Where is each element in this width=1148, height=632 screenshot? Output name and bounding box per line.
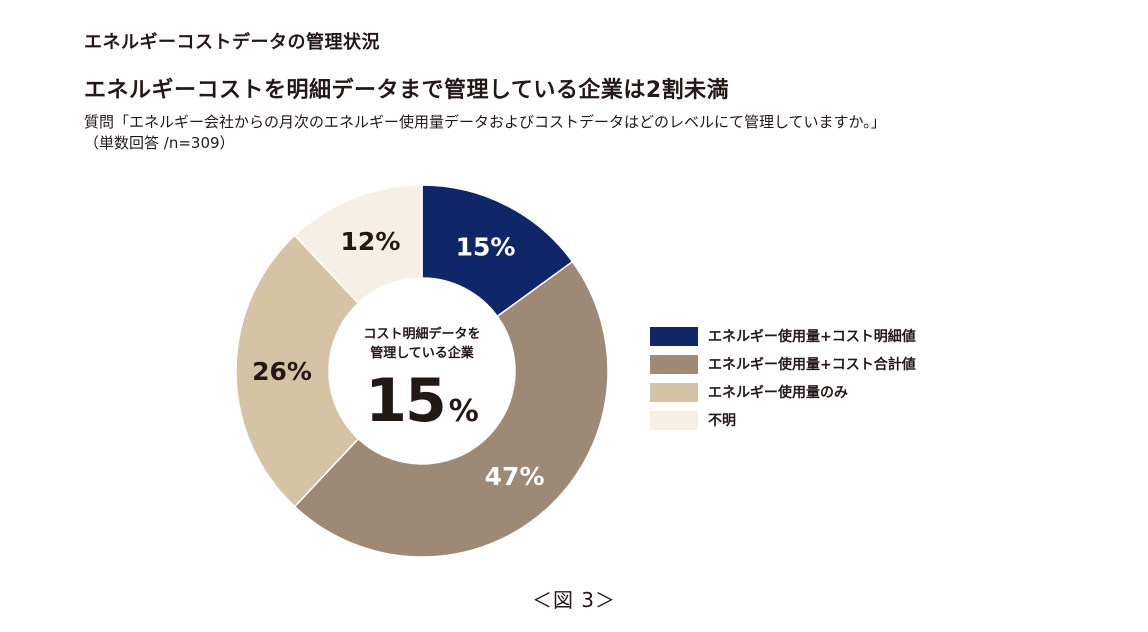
legend: エネルギー使用量+コスト明細値 エネルギー使用量+コスト合計値 エネルギー使用量… (650, 322, 916, 434)
legend-swatch (650, 354, 698, 374)
survey-question: 質問「エネルギー会社からの月次のエネルギー使用量データおよびコストデータはどのレ… (84, 112, 886, 154)
legend-item: エネルギー使用量+コスト明細値 (650, 322, 916, 350)
chart-headline: エネルギーコストを明細データまで管理している企業は2割未満 (84, 78, 730, 103)
center-caption-line1: コスト明細データを (363, 327, 481, 342)
section-title: エネルギーコストデータの管理状況 (84, 32, 380, 53)
sample-note: （単数回答 /n=309） (84, 134, 235, 152)
center-caption-line2: 管理している企業 (370, 346, 474, 361)
center-value-number: 15 (365, 366, 446, 436)
legend-item: エネルギー使用量のみ (650, 378, 916, 406)
slice-label: 47% (485, 462, 545, 491)
slice-label: 12% (341, 227, 401, 256)
donut-slice (293, 184, 423, 305)
legend-label: 不明 (708, 413, 736, 429)
slice-label: 15% (456, 232, 516, 261)
legend-swatch (650, 382, 698, 402)
donut-slice (421, 184, 574, 318)
question-text: 質問「エネルギー会社からの月次のエネルギー使用量データおよびコストデータはどのレ… (84, 113, 886, 131)
donut-slice (235, 234, 360, 508)
legend-swatch (650, 326, 698, 346)
legend-item: 不明 (650, 406, 916, 434)
center-value: 15% (330, 366, 514, 436)
donut-slice (293, 260, 609, 558)
legend-label: エネルギー使用量+コスト明細値 (708, 329, 916, 345)
legend-item: エネルギー使用量+コスト合計値 (650, 350, 916, 378)
slice-label: 26% (252, 357, 312, 386)
legend-label: エネルギー使用量のみ (708, 385, 848, 401)
legend-swatch (650, 410, 698, 430)
figure-caption: ＜図 3＞ (531, 588, 617, 612)
center-caption: コスト明細データを 管理している企業 (330, 325, 514, 363)
legend-label: エネルギー使用量+コスト合計値 (708, 357, 916, 373)
center-value-unit: % (448, 394, 479, 429)
